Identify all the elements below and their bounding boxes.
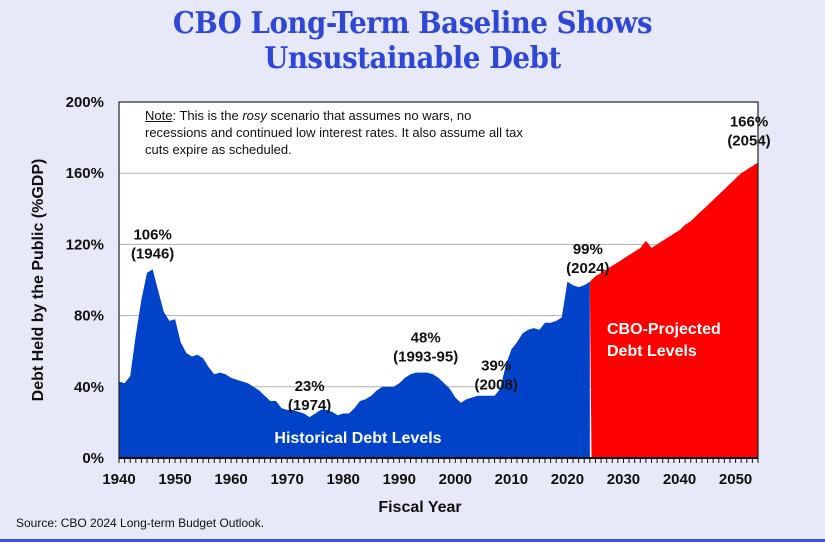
x-tick-label: 2020 <box>551 471 584 488</box>
annotation-value: 23% <box>295 378 325 395</box>
annotation-value: 39% <box>481 358 511 375</box>
annotation-year: (2024) <box>566 260 609 277</box>
chart-title: CBO Long-Term Baseline Shows Unsustainab… <box>33 6 792 76</box>
data-annotation: 166% (2054) <box>727 114 770 150</box>
annotation-value: 106% <box>133 226 171 243</box>
x-tick-label: 2000 <box>439 471 472 488</box>
x-tick-label: 2050 <box>719 471 752 488</box>
y-axis-ticks: 0% 40% 80% 120% 160% 200% <box>66 94 104 467</box>
y-tick-label: 0% <box>82 450 104 467</box>
source-note: Source: CBO 2024 Long-term Budget Outloo… <box>16 516 265 530</box>
annotation-year: (1946) <box>131 245 174 262</box>
x-axis-ticks: 1940 1950 1960 1970 1980 1990 2000 2010 2020 2030… <box>102 471 752 488</box>
data-annotation: 23% (1974) <box>288 378 331 414</box>
annotation-year: (2008) <box>474 377 517 394</box>
annotations: 106% (1946) 23% (1974) 48% (1993-95) 39% (2008)… <box>131 114 771 415</box>
projected-region-label-line-1: CBO-Projected <box>607 321 721 338</box>
data-annotation: 48% (1993-95) <box>393 330 458 366</box>
x-tick-label: 2040 <box>663 471 696 488</box>
x-tick-label: 1980 <box>327 471 360 488</box>
note-text-a: : This is the <box>172 108 243 123</box>
chart-title-line-1: CBO Long-Term Baseline Shows <box>172 6 653 41</box>
annotation-year: (1993-95) <box>393 349 458 366</box>
x-tick-label: 2010 <box>495 471 528 488</box>
projected-region-label-line-2: Debt Levels <box>607 343 697 360</box>
x-tick-label: 1960 <box>214 471 247 488</box>
note-key: Note <box>145 108 173 123</box>
annotation-year: (2054) <box>727 133 770 150</box>
chart-title-line-2: Unsustainable Debt <box>264 41 561 76</box>
y-axis-title: Debt Held by the Public (%GDP) <box>30 159 47 402</box>
x-axis-title: Fiscal Year <box>378 499 461 516</box>
historical-region-label: Historical Debt Levels <box>274 430 441 447</box>
y-tick-label: 160% <box>66 165 104 182</box>
scenario-note: Note: This is the rosy scenario that ass… <box>145 107 525 158</box>
annotation-value: 166% <box>730 114 768 131</box>
data-annotation: 106% (1946) <box>131 226 174 262</box>
x-tick-label: 1940 <box>102 471 135 488</box>
x-tick-label: 1950 <box>158 471 191 488</box>
note-emphasis: rosy <box>242 108 267 123</box>
note-text-b: scenario that assumes no wars, no recess… <box>145 108 523 157</box>
y-tick-label: 40% <box>74 379 104 396</box>
data-annotation: 99% (2024) <box>566 241 609 277</box>
bottom-rule <box>0 539 825 542</box>
annotation-value: 99% <box>573 241 603 258</box>
y-tick-label: 80% <box>74 308 104 325</box>
x-tick-label: 2030 <box>607 471 640 488</box>
historical-debt-area <box>119 269 590 458</box>
annotation-value: 48% <box>411 330 441 347</box>
x-tick-label: 1970 <box>270 471 303 488</box>
y-tick-label: 120% <box>66 236 104 253</box>
y-tick-label: 200% <box>66 94 104 111</box>
projected-debt-area <box>589 162 758 458</box>
annotation-year: (1974) <box>288 397 331 414</box>
x-tick-label: 1990 <box>383 471 416 488</box>
data-annotation: 39% (2008) <box>474 358 517 394</box>
x-axis-minor-ticks <box>118 458 759 463</box>
